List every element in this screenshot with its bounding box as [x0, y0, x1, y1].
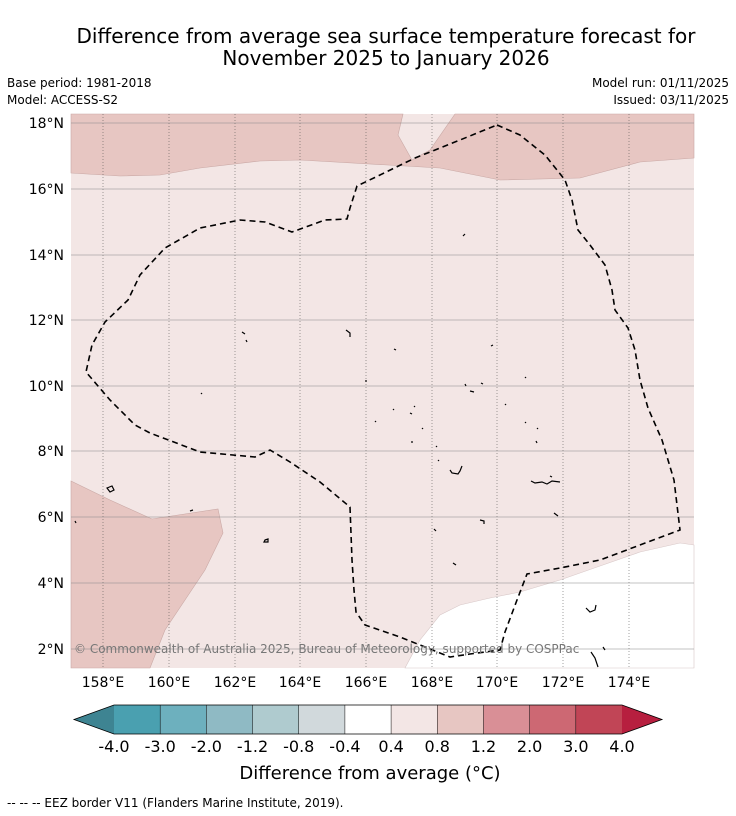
lon-label: 162°E [214, 675, 257, 691]
lat-label: 16°N [29, 182, 64, 198]
lon-label: 168°E [411, 675, 454, 691]
lat-label: 12°N [29, 313, 64, 329]
lon-label: 170°E [476, 675, 519, 691]
lon-label: 158°E [82, 675, 125, 691]
chart-title-line1: Difference from average sea surface temp… [76, 24, 696, 48]
island [504, 403, 507, 406]
colorbar-tick-label: 0.4 [378, 737, 404, 756]
lat-label: 2°N [38, 642, 64, 658]
colorbar-swatch [344, 705, 392, 734]
lat-label: 18°N [29, 116, 64, 132]
latitude-gridlines [71, 122, 694, 650]
colorbar-tick-label: -0.8 [283, 737, 315, 756]
lon-label: 166°E [345, 675, 388, 691]
colorbar-tick-label: 3.0 [563, 737, 589, 756]
lat-label: 8°N [38, 444, 64, 460]
colorbar-tick-label: -3.0 [144, 737, 176, 756]
colorbar-extend-high [622, 705, 662, 734]
island [393, 348, 397, 351]
lon-label: 174°E [608, 675, 651, 691]
colorbar-swatch [437, 705, 484, 734]
colorbar-swatch [252, 705, 299, 734]
colorbar-label: Difference from average (°C) [239, 763, 501, 784]
colorbar-tick-label: -0.4 [329, 737, 361, 756]
island [241, 331, 248, 343]
island [590, 646, 606, 668]
colorbar-swatch [483, 705, 530, 734]
colorbar-tick-label: -2.0 [190, 737, 222, 756]
colorbar-swatch [529, 705, 576, 734]
island [433, 528, 437, 532]
neutral-region-southeast [404, 542, 695, 669]
lat-label: 6°N [38, 510, 64, 526]
island [374, 420, 377, 423]
colorbar-outline [72, 704, 664, 735]
lat-label: 4°N [38, 576, 64, 592]
island [345, 329, 351, 337]
colorbar-swatch [391, 705, 438, 734]
eez-border [85, 124, 681, 658]
longitude-labels: 158°E 160°E 162°E 164°E 166°E 168°E 170°… [82, 675, 651, 691]
island [452, 562, 457, 566]
island [106, 485, 115, 493]
islands [74, 233, 606, 668]
eez-footnote: -- -- -- EEZ border V11 (Flanders Marine… [7, 796, 344, 810]
colorbar [72, 704, 664, 735]
island [585, 604, 597, 613]
latitude-labels: 18°N 16°N 14°N 12°N 10°N 8°N 6°N 4°N 2°N [29, 116, 64, 658]
base-period: Base period: 1981-2018 [7, 76, 152, 90]
island [435, 445, 440, 462]
issued-date: Issued: 03/11/2025 [613, 93, 729, 107]
lon-label: 160°E [148, 675, 191, 691]
island [392, 405, 416, 415]
anomaly-region-southwest [70, 480, 224, 669]
island [524, 376, 527, 379]
colorbar-swatch [114, 705, 161, 734]
colorbar-tick-label: -1.2 [236, 737, 269, 756]
island [490, 344, 494, 347]
island [411, 427, 424, 443]
island [464, 382, 484, 393]
colorbar-tick-label: 1.2 [470, 737, 497, 756]
island [524, 421, 539, 444]
island [530, 475, 561, 485]
island [479, 519, 485, 524]
colorbar-swatch [298, 705, 345, 734]
colorbar-swatch [160, 705, 207, 734]
island [263, 538, 269, 543]
model-name: Model: ACCESS-S2 [7, 93, 119, 107]
island [200, 392, 203, 395]
anomaly-region-north [70, 113, 695, 181]
island [74, 520, 77, 524]
colorbar-swatch [575, 705, 622, 734]
colorbar-swatch [206, 705, 253, 734]
lat-label: 14°N [29, 248, 64, 264]
lon-label: 172°E [542, 675, 585, 691]
island [553, 512, 559, 517]
copyright-notice: © Commonwealth of Australia 2025, Bureau… [74, 642, 579, 656]
colorbar-tick-label: -4.0 [98, 737, 130, 756]
model-run: Model run: 01/11/2025 [591, 76, 729, 90]
island [449, 465, 463, 475]
colorbar-tick-label: 2.0 [516, 737, 543, 756]
lat-label: 10°N [29, 379, 64, 395]
island [462, 233, 466, 237]
chart-title-line2: November 2025 to January 2026 [222, 46, 550, 70]
island [189, 509, 194, 512]
lon-label: 164°E [279, 675, 322, 691]
colorbar-extend-low [74, 705, 114, 734]
colorbar-tick-label: 0.8 [424, 737, 450, 756]
colorbar-tick-label: 4.0 [609, 737, 635, 756]
